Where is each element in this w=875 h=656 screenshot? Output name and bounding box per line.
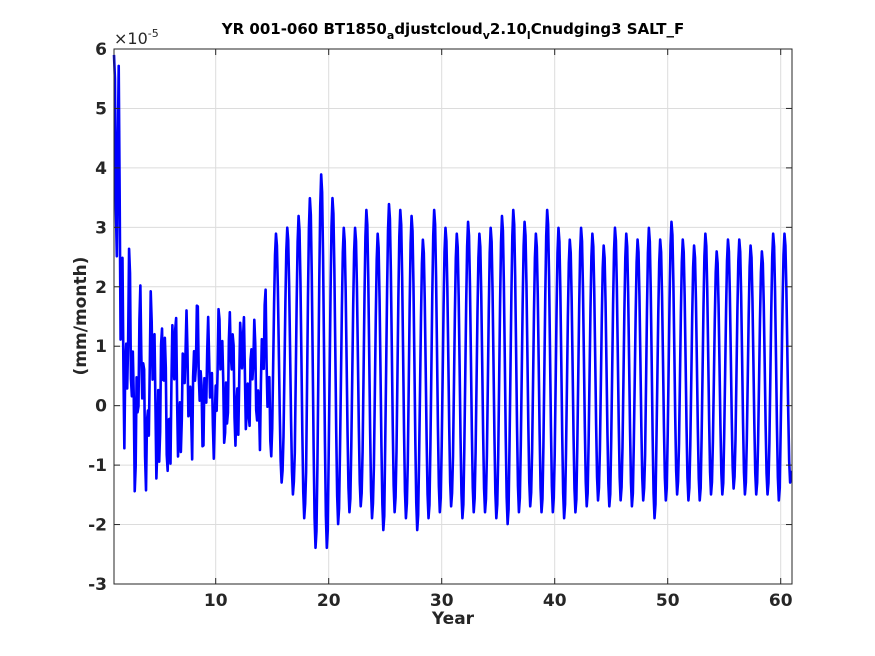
y-tick-label: -3 <box>88 575 107 595</box>
y-axis-exponent-base: ×10 <box>114 29 148 48</box>
title-subscript: a <box>387 29 394 42</box>
x-tick-label: 40 <box>543 591 567 611</box>
y-axis-exponent-power: -5 <box>148 27 159 40</box>
title-part: YR 001-060 BT1850 <box>221 20 387 38</box>
y-tick-label: 3 <box>95 218 107 238</box>
x-tick-label: 60 <box>769 591 793 611</box>
y-tick-label: 1 <box>95 337 107 357</box>
chart-title: YR 001-060 BT1850adjustcloudv2.10lCnudgi… <box>221 20 684 42</box>
x-tick-label: 50 <box>656 591 680 611</box>
x-axis-label: Year <box>431 609 475 629</box>
y-tick-label: 2 <box>95 278 107 298</box>
x-tick-label: 20 <box>317 591 341 611</box>
axis-ticks <box>114 48 792 585</box>
x-tick-labels: 10 20 30 40 50 60 <box>204 591 793 611</box>
y-tick-label: 0 <box>95 397 107 417</box>
y-tick-labels: -3 -2 -1 0 1 2 3 4 5 6 <box>88 40 107 595</box>
series-line <box>112 54 793 550</box>
y-axis-label: (mm/month) <box>71 257 91 376</box>
y-tick-label: 6 <box>95 40 107 60</box>
title-subscript: l <box>527 29 531 42</box>
y-tick-label: -2 <box>88 516 107 536</box>
y-tick-label: 5 <box>95 99 107 119</box>
x-tick-label: 30 <box>430 591 454 611</box>
axes-box <box>113 48 793 585</box>
x-tick-label: 10 <box>204 591 228 611</box>
title-part: 2.10 <box>490 20 527 38</box>
title-part: Cnudging3 SALT_F <box>531 20 685 38</box>
title-subscript: v <box>483 29 491 42</box>
data-series <box>112 54 793 550</box>
y-axis-exponent: ×10-5 <box>114 27 159 48</box>
y-tick-label: -1 <box>88 456 107 476</box>
y-tick-label: 4 <box>95 159 107 179</box>
title-part: djustcloud <box>394 20 482 38</box>
